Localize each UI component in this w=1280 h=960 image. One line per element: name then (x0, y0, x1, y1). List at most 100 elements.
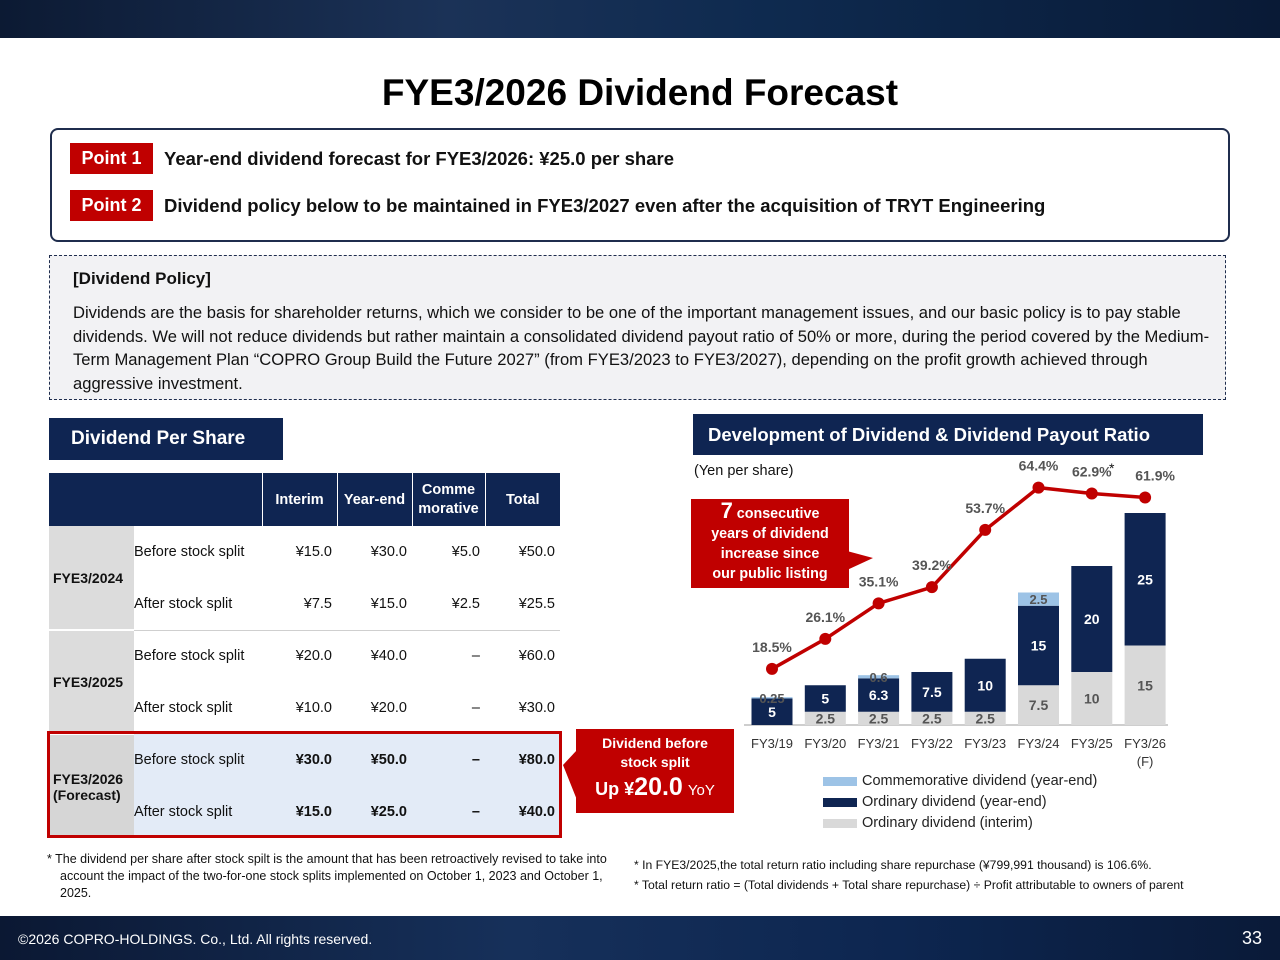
callout-up: Up ¥ (595, 779, 635, 799)
payout-ratio-point (1139, 491, 1152, 504)
cell-commemorative: – (412, 786, 485, 838)
cell-interim: ¥10.0 (295, 700, 332, 716)
cell-interim: ¥30.0 (262, 734, 337, 786)
bar-label-year-end: 20 (1084, 611, 1100, 627)
bar-commemorative (1018, 592, 1059, 606)
cell-year-end: ¥15.0 (337, 578, 412, 631)
dividend-policy-box: [Dividend Policy] Dividends are the basi… (49, 255, 1226, 400)
payout-ratio-label: 18.5% (752, 639, 792, 655)
bar-label-commemorative: 2.5 (1029, 592, 1047, 607)
callout-consecutive: consecutive (736, 506, 820, 522)
bar-interim (911, 711, 953, 725)
row-label: After stock split (134, 700, 233, 716)
bar-label-interim: 2.5 (975, 710, 995, 726)
dps-table: Interim Year-end Comme morative Total FY… (49, 473, 560, 838)
dps-header-row: Interim Year-end Comme morative Total (49, 473, 560, 526)
callout-arrow-shape (847, 551, 873, 570)
legend-item-year-end: Ordinary dividend (year-end) (823, 794, 1047, 810)
page-number: 33 (1241, 928, 1262, 948)
bar-label-year-end: 7.5 (922, 684, 942, 700)
legend-label: Ordinary dividend (year-end) (862, 794, 1047, 810)
bar-label-interim: 2.5 (816, 710, 836, 726)
cell-year-end: ¥25.0 (337, 786, 412, 838)
chart-note-2: * Total return ratio = (Total dividends … (634, 878, 1184, 892)
point-tag-1: Point 1 (70, 143, 153, 174)
row-label: After stock split (134, 578, 262, 631)
callout-pointer (563, 750, 577, 800)
callout-line1: Dividend before (602, 735, 708, 751)
bar-label-interim: 2.5 (869, 710, 889, 726)
legend-swatch-commemorative (823, 776, 857, 786)
bar-interim (1018, 685, 1059, 725)
table-row: After stock split ¥15.0 ¥25.0 – ¥40.0 (49, 786, 560, 838)
callout-yoy: YoY (687, 782, 715, 799)
cell-total: ¥30.0 (518, 700, 555, 716)
col-commemorative: Comme morative (411, 473, 485, 526)
bar-interim (858, 711, 900, 725)
forecast-highlight-frame (47, 731, 562, 838)
dps-section-title: Dividend Per Share (49, 418, 283, 460)
payout-ratio-point (872, 597, 885, 610)
bar-label-commemorative: 0.25 (759, 691, 784, 706)
bar-year-end (1018, 605, 1059, 686)
cell-total: ¥40.0 (485, 786, 560, 838)
bar-label-year-end: 15 (1031, 638, 1047, 654)
legend-label: Ordinary dividend (interim) (862, 815, 1033, 831)
callout-up-line: Up ¥20.0 YoY (576, 773, 734, 802)
bar-year-end (804, 685, 846, 712)
cell-commemorative: – (471, 648, 480, 665)
bar-year-end (858, 678, 900, 712)
bar-label-year-end: 6.3 (869, 687, 889, 703)
payout-ratio-label: 35.1% (859, 573, 899, 589)
x-tick-label: FY3/24 (1018, 736, 1060, 751)
table-row: FYE3/2026 (Forecast) Before stock split … (49, 734, 560, 838)
x-tick-label: FY3/23 (964, 736, 1006, 751)
table-row: FYE3/2024 Before stock split ¥15.0 ¥30.0… (49, 526, 560, 631)
x-tick-label: FY3/22 (911, 736, 953, 751)
policy-body: Dividends are the basis for shareholder … (73, 303, 1210, 393)
cell-commemorative: ¥5.0 (451, 544, 480, 560)
row-label: Before stock split (134, 734, 262, 786)
payout-ratio-point (819, 632, 832, 645)
payout-asterisk: * (1109, 460, 1115, 476)
cell-interim: ¥15.0 (262, 786, 337, 838)
payout-ratio-point (925, 581, 938, 594)
bar-year-end (964, 658, 1006, 712)
row-label: Before stock split (134, 648, 245, 665)
row-label: After stock split (134, 786, 262, 838)
payout-ratio-label: 61.9% (1135, 467, 1175, 483)
cell-interim: ¥7.5 (262, 578, 337, 631)
bar-label-interim: 7.5 (1029, 697, 1049, 713)
cell-total: ¥60.0 (518, 648, 555, 665)
x-tick-label: FY3/20 (804, 736, 846, 751)
chart-section-title: Development of Dividend & Dividend Payou… (693, 414, 1203, 455)
bar-interim (804, 711, 846, 725)
dps-note: * The dividend per share after stock spi… (47, 852, 607, 900)
x-tick-label: FY3/26 (1124, 736, 1166, 751)
point-tag-2: Point 2 (70, 190, 153, 221)
callout-value: 20.0 (634, 773, 683, 801)
legend-swatch-interim (823, 818, 857, 828)
key-points-box: Point 1 Year-end dividend forecast for F… (50, 128, 1230, 242)
point-text-2: Dividend policy below to be maintained i… (164, 194, 1046, 216)
header-blank (49, 473, 262, 526)
col-interim: Interim (261, 473, 337, 526)
cell-total: ¥50.0 (518, 544, 555, 560)
bar-interim (1124, 645, 1166, 725)
footer-bar (0, 916, 1280, 960)
top-banner (0, 0, 1280, 38)
cell-commemorative: ¥2.5 (412, 578, 485, 631)
payout-ratio-label: 39.2% (912, 557, 952, 573)
bar-label-year-end: 10 (977, 677, 993, 693)
dividend-increase-callout: Dividend before stock split Up ¥20.0 YoY (576, 729, 734, 813)
bar-commemorative (858, 675, 900, 679)
legend-swatch-year-end (823, 797, 857, 807)
bar-interim (1071, 672, 1113, 725)
payout-ratio-line (771, 485, 1146, 671)
callout-line-2: years of dividend (711, 526, 829, 542)
col-year-end: Year-end (336, 473, 412, 526)
bar-label-year-end: 25 (1137, 571, 1153, 587)
callout-consecutive-line: 7 consecutive (691, 500, 849, 524)
bar-interim (964, 711, 1006, 725)
payout-ratio-label: 53.7% (965, 500, 1005, 516)
